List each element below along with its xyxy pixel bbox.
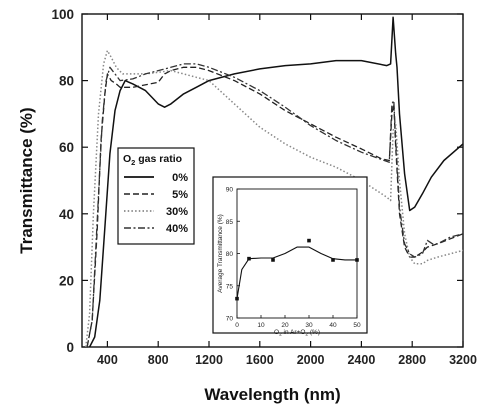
series-line-40pct: [86, 63, 464, 348]
inset-data-point: [247, 256, 251, 261]
legend: O2 gas ratio 0% 5% 30% 40%: [117, 147, 195, 245]
inset-y-tick-label: 70: [226, 316, 234, 323]
legend-label: 0%: [172, 172, 188, 184]
inset-x-tick-label: 0: [235, 322, 239, 329]
y-tick-label: 0: [66, 340, 74, 355]
x-tick-label: 2800: [398, 353, 426, 367]
series-line-0pct: [88, 16, 464, 348]
main-series-group: [85, 16, 464, 348]
x-tick-label: 400: [97, 353, 118, 367]
inset-y-tick-label: 85: [226, 219, 234, 226]
inset-data-point: [331, 258, 335, 262]
main-plot: 400 800 1200 1600 2000 2400 2800 32000204060801…: [17, 7, 477, 404]
inset-x-tick-label: 50: [353, 322, 361, 329]
inset-y-tick-label: 80: [226, 251, 234, 258]
legend-label: 30%: [166, 206, 188, 218]
x-tick-label: 1600: [246, 353, 274, 367]
x-tick-label: 2000: [297, 353, 325, 367]
inset-x-tick-label: 20: [281, 322, 289, 329]
inset-x-tick-label: 40: [329, 322, 337, 329]
legend-label: 40%: [166, 223, 188, 235]
inset-data-point: [235, 296, 239, 301]
inset-y-tick-label: 90: [226, 187, 234, 194]
x-tick-label: 1200: [195, 353, 223, 367]
inset-box: [212, 176, 368, 334]
y-tick-label: 80: [59, 74, 74, 89]
inset-data-point: [271, 258, 275, 262]
legend-label: 5%: [172, 189, 188, 201]
legend-title: O2 gas ratio: [123, 153, 182, 167]
y-tick-label: 100: [51, 7, 74, 22]
y-tick-label: 20: [59, 273, 74, 288]
inset-y-tick-label: 75: [226, 283, 234, 290]
x-tick-label: 3200: [449, 353, 477, 367]
inset-y-axis-title: Average Transmittance (%): [217, 214, 224, 293]
x-axis-title: Wavelength (nm): [204, 385, 340, 404]
inset-x-tick-label: 30: [305, 322, 313, 329]
x-tick-label: 800: [148, 353, 169, 367]
main-axis-ticks: 400 800 1200 1600 2000 2400 2800 32000204060801…: [51, 7, 476, 367]
inset-x-tick-label: 10: [257, 322, 265, 329]
y-axis-title: Transmittance (%): [17, 107, 36, 253]
inset-data-point: [307, 238, 311, 243]
y-tick-label: 40: [59, 207, 74, 222]
y-tick-label: 60: [59, 140, 74, 155]
x-tick-label: 2400: [347, 353, 375, 367]
inset-plot: 0 10 20 30 40 50 70 75 80 85 90 Average Transmittan…: [212, 176, 368, 338]
inset-x-axis-title: O2 in Ar+O2 (%): [274, 329, 320, 338]
inset-data-point: [355, 258, 359, 262]
inset-fit-curve: [236, 246, 357, 299]
main-plot-frame: [81, 13, 464, 348]
